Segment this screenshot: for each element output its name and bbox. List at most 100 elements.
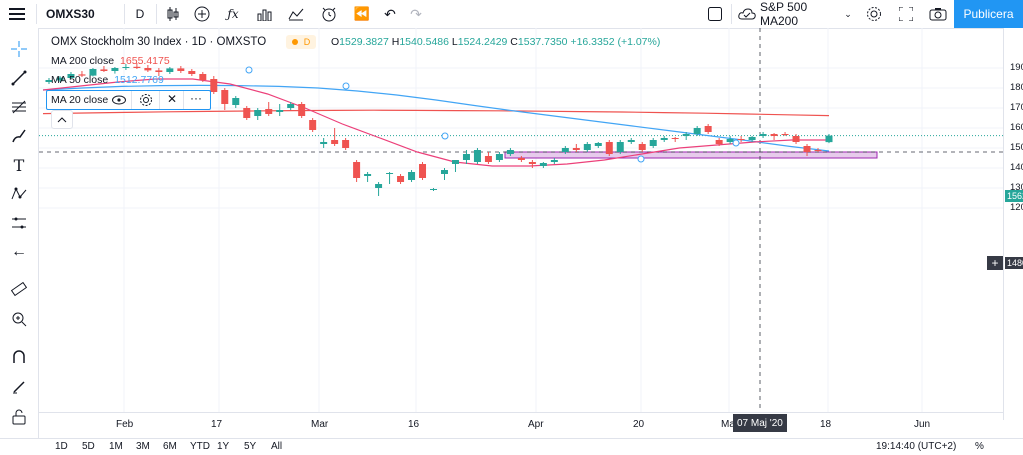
pattern-icon[interactable] — [7, 183, 31, 205]
candle-body — [265, 109, 273, 114]
candle-body — [232, 98, 240, 105]
indicator-label: MA 50 close — [51, 74, 109, 86]
support-zone — [504, 151, 878, 159]
price-tick-label: 1300 — [1010, 182, 1023, 193]
candle-body — [287, 104, 295, 108]
drawing-toolbar: T ← — [0, 28, 39, 450]
percent-toggle[interactable]: % — [975, 441, 984, 451]
ma-anchor-point — [342, 82, 350, 90]
divider — [124, 4, 125, 24]
financials-icon[interactable] — [254, 0, 276, 28]
redo-icon[interactable]: ↷ — [410, 5, 422, 22]
indicators-icon[interactable]: ƒx — [227, 7, 239, 21]
candle-body — [331, 140, 339, 144]
indicator-value: 1512.7769 — [114, 74, 164, 86]
open-label: O — [331, 36, 340, 48]
indicator-ma50[interactable]: MA 50 close 1512.7769 — [51, 74, 164, 86]
ohlc-values: O1529.3827 H1540.5486 L1524.2429 C1537.7… — [331, 36, 660, 48]
snapshot-camera-icon[interactable] — [928, 0, 948, 28]
candle-body — [45, 80, 53, 82]
svg-text:D: D — [304, 37, 311, 47]
candle-body — [550, 160, 558, 162]
interval-button[interactable]: D — [135, 7, 145, 21]
zoom-in-icon[interactable] — [7, 308, 31, 330]
indicator-ma20-row[interactable]: MA 20 close ✕ ··· — [46, 90, 211, 110]
price-tick-label: 1600 — [1010, 122, 1023, 133]
candle-body — [473, 150, 481, 162]
candle-body — [495, 154, 503, 160]
candle-body — [462, 154, 470, 160]
low-value: 1524.2429 — [457, 36, 508, 48]
price-axis[interactable] — [1003, 28, 1023, 420]
ma-anchor-point — [441, 132, 449, 140]
range-button[interactable]: 5Y — [244, 441, 257, 451]
range-button[interactable]: 1D — [55, 441, 68, 451]
fib-tool-icon[interactable] — [7, 96, 31, 118]
collapse-legend-button[interactable] — [51, 110, 73, 129]
text-tool-icon[interactable]: T — [13, 155, 25, 175]
bottom-toolbar: 1D 5D 1M 3M 6M YTD 1Y 5Y All 19:14:40 (UTC+2) % — [0, 438, 1023, 451]
fullscreen-icon[interactable] — [896, 0, 916, 28]
divider — [159, 91, 160, 109]
publish-button[interactable]: Publicera — [954, 0, 1023, 28]
alert-icon[interactable] — [318, 0, 340, 28]
range-button[interactable]: 1M — [109, 441, 123, 451]
candle-body — [484, 156, 492, 162]
replay-icon[interactable]: ⏪ — [353, 6, 371, 21]
candle-style-icon[interactable] — [162, 0, 184, 28]
layout-name[interactable]: S&P 500 MA200 — [760, 0, 808, 28]
candle-body — [583, 144, 591, 150]
candle-body — [737, 139, 745, 140]
crosshair-icon[interactable] — [7, 38, 31, 60]
price-chart[interactable] — [39, 28, 1003, 412]
candle-body — [430, 189, 438, 190]
lock-drawings-icon[interactable] — [7, 376, 31, 398]
symbol-search[interactable]: OMXS30 — [46, 7, 95, 21]
brush-icon[interactable] — [7, 125, 31, 147]
range-button[interactable]: YTD — [190, 441, 210, 451]
undo-icon[interactable]: ↶ — [384, 5, 396, 22]
candle-body — [528, 162, 536, 164]
indicator-ma200[interactable]: MA 200 close 1655.4175 — [51, 55, 170, 67]
cloud-icon[interactable] — [738, 0, 756, 28]
settings-gear-icon[interactable] — [864, 0, 884, 28]
clock: 19:14:40 (UTC+2) — [876, 441, 957, 451]
candle-body — [616, 142, 624, 152]
add-alert-plus-icon[interactable]: + — [987, 256, 1003, 270]
ruler-icon[interactable] — [7, 278, 31, 300]
close-icon[interactable]: ✕ — [167, 92, 178, 106]
lock-icon[interactable] — [7, 406, 31, 428]
candle-body — [539, 163, 547, 166]
candle-body — [375, 184, 383, 188]
time-axis[interactable] — [39, 412, 1003, 439]
eye-icon[interactable] — [111, 93, 127, 111]
settings-gear-icon[interactable] — [139, 93, 153, 112]
range-button[interactable]: 1Y — [217, 441, 230, 451]
templates-icon[interactable] — [285, 0, 307, 28]
change-value: +16.3352 (+1.07%) — [570, 36, 661, 48]
range-button[interactable]: All — [271, 441, 283, 451]
divider — [183, 91, 184, 109]
range-button[interactable]: 3M — [136, 441, 150, 451]
candle-body — [364, 174, 372, 176]
candle-body — [199, 74, 207, 80]
range-button[interactable]: 6M — [163, 441, 177, 451]
crosshair-date-tag: 07 Maj '20 — [733, 414, 787, 432]
candle-body — [298, 104, 306, 116]
trend-line-icon[interactable] — [7, 67, 31, 89]
divider — [131, 91, 132, 109]
candle-body — [353, 162, 361, 178]
layout-icon[interactable] — [706, 0, 724, 28]
candle-body — [78, 74, 86, 76]
candle-body — [210, 79, 218, 92]
prediction-icon[interactable] — [7, 212, 31, 234]
candle-body — [572, 148, 580, 150]
chevron-down-icon[interactable]: ⌄ — [844, 8, 852, 19]
more-icon[interactable]: ··· — [190, 91, 202, 105]
compare-add-icon[interactable] — [191, 0, 213, 28]
back-arrow-icon[interactable]: ← — [11, 243, 27, 260]
range-button[interactable]: 5D — [82, 441, 95, 451]
magnet-icon[interactable] — [7, 346, 31, 368]
candle-body — [704, 126, 712, 132]
menu-icon[interactable] — [6, 0, 28, 28]
